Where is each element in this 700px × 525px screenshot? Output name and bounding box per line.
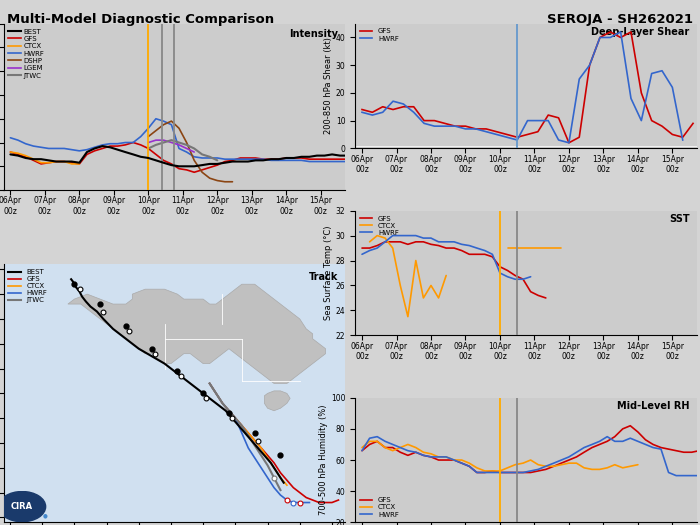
Y-axis label: Sea Surface Temp (°C): Sea Surface Temp (°C) [324, 226, 333, 320]
Text: SST: SST [669, 214, 690, 224]
Text: Intensity: Intensity [289, 29, 338, 39]
Y-axis label: 700-500 hPa Humidity (%): 700-500 hPa Humidity (%) [319, 405, 328, 515]
Bar [355, 146, 696, 147]
Circle shape [0, 491, 46, 522]
Text: Multi-Model Diagnostic Comparison: Multi-Model Diagnostic Comparison [7, 13, 274, 26]
Text: Deep-Layer Shear: Deep-Layer Shear [592, 27, 690, 37]
Polygon shape [265, 391, 290, 411]
Legend: GFS, HWRF: GFS, HWRF [358, 27, 400, 43]
Polygon shape [68, 284, 326, 383]
Legend: BEST, GFS, CTCX, HWRF, DSHP, LGEM, JTWC: BEST, GFS, CTCX, HWRF, DSHP, LGEM, JTWC [7, 27, 46, 80]
Text: Track: Track [309, 272, 338, 282]
Text: ●: ● [43, 513, 48, 519]
Legend: GFS, CTCX, HWRF: GFS, CTCX, HWRF [358, 214, 400, 237]
Text: SEROJA - SH262021: SEROJA - SH262021 [547, 13, 693, 26]
Legend: BEST, GFS, CTCX, HWRF, JTWC: BEST, GFS, CTCX, HWRF, JTWC [7, 268, 49, 305]
Y-axis label: 200-850 hPa Shear (kt): 200-850 hPa Shear (kt) [324, 37, 333, 134]
Legend: GFS, CTCX, HWRF: GFS, CTCX, HWRF [358, 496, 400, 519]
Text: Mid-Level RH: Mid-Level RH [617, 402, 690, 412]
Text: CIRA: CIRA [11, 502, 33, 511]
